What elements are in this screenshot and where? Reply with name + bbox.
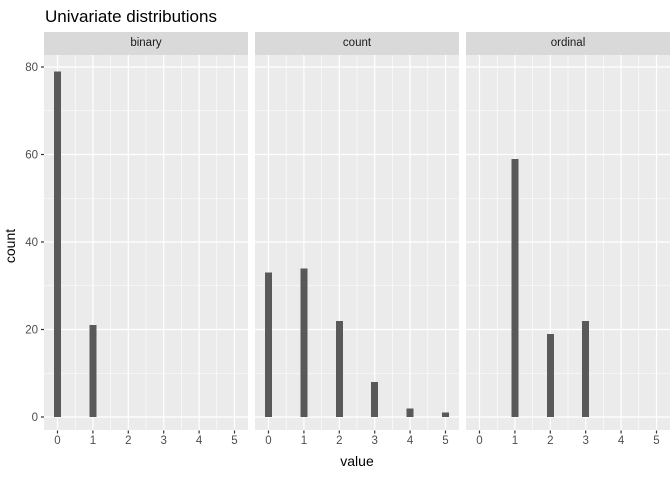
x-tick-label: 4 [618,435,625,447]
x-tick-label: 4 [407,435,414,447]
facet-panel-count: 0 1 2 3 4 5 [255,55,459,447]
x-tick-label: 3 [371,435,377,447]
x-tick-label: 5 [442,435,448,447]
facet-panel-ordinal: 0 1 2 3 4 5 [466,55,670,447]
x-axis-title: value [340,453,374,469]
x-tick-label: 3 [582,435,588,447]
x-tick-label: 3 [160,435,166,447]
bar [371,382,379,417]
x-tick-label: 2 [125,435,131,447]
y-tick-label: 80 [25,62,38,74]
x-tick-label: 1 [301,435,307,447]
bar [442,412,449,417]
facet-strip-ordinal: ordinal [466,32,670,55]
bar [265,272,272,417]
x-tick-label: 0 [265,435,271,447]
y-tick-label: 0 [32,412,38,424]
bar [582,320,590,417]
facet-panel-binary: 0 1 2 3 4 5 [44,55,248,447]
plot-title: Univariate distributions [45,7,217,26]
x-tick-label: 2 [547,435,553,447]
facet-strip-count: count [255,32,459,55]
x-tick-label: 2 [336,435,342,447]
x-tick-label: 4 [196,435,203,447]
facet-strip-binary: binary [44,32,248,55]
y-tick-label: 40 [25,237,38,249]
bar [511,158,519,417]
x-tick-label: 1 [512,435,518,447]
x-tick-label: 1 [90,435,96,447]
x-tick-label: 5 [653,435,659,447]
y-tick-label: 20 [25,325,38,337]
x-tick-label: 5 [231,435,237,447]
bar [300,268,308,417]
x-tick-label: 0 [476,435,482,447]
bar [54,71,61,417]
y-tick-label: 60 [25,150,38,162]
x-tick-label: 0 [54,435,60,447]
bar [406,408,414,417]
bar [546,333,554,417]
y-axis: 0 20 40 60 80 [25,62,44,424]
bar [335,320,343,417]
bar [89,325,97,417]
